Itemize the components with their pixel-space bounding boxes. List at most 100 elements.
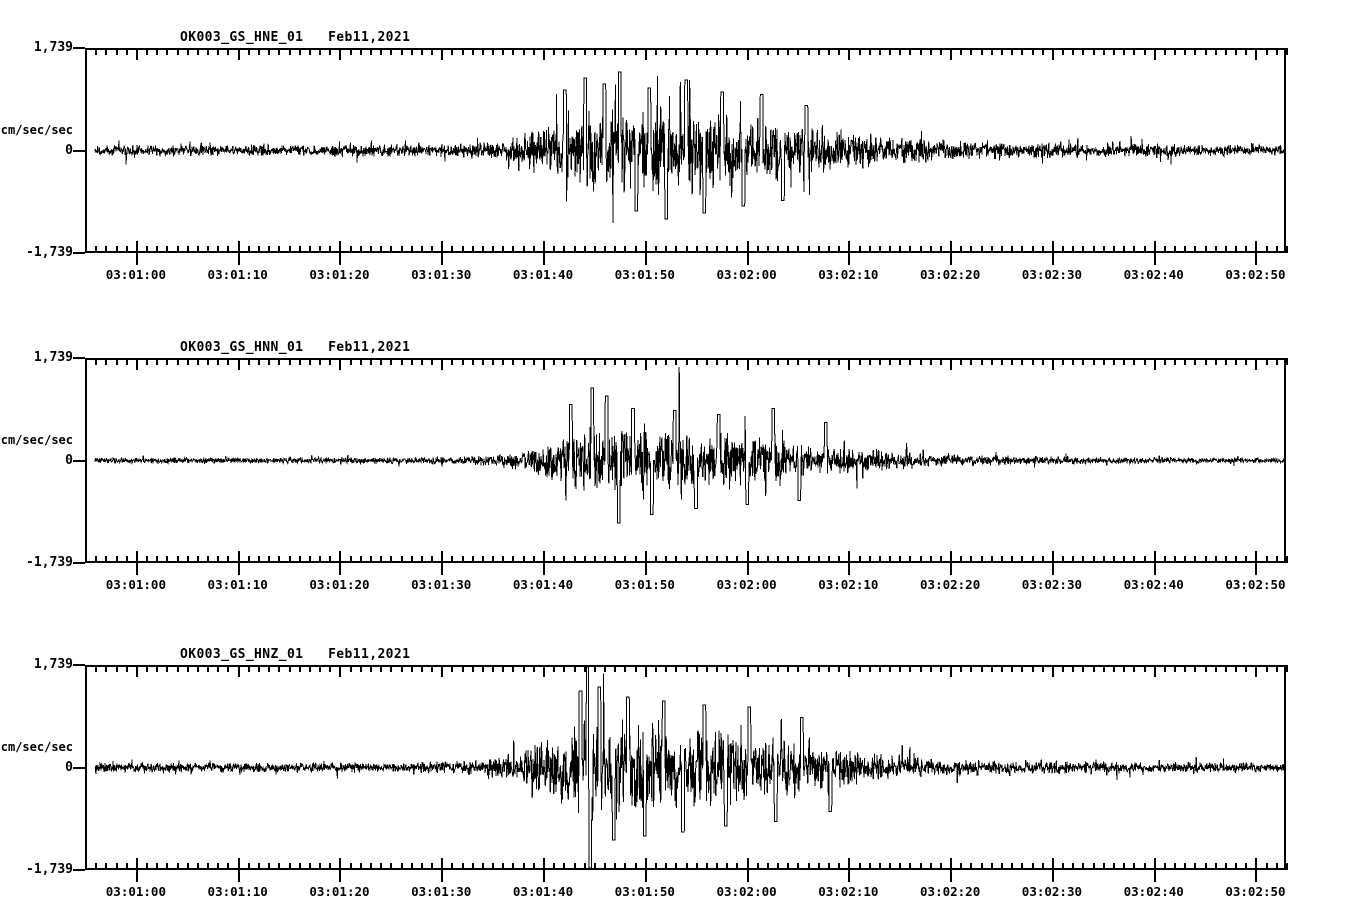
x-minor-tick-top (1092, 665, 1095, 672)
x-minor-tick-top (390, 358, 393, 365)
x-minor-tick-bottom (634, 246, 637, 253)
x-minor-tick-top (349, 665, 352, 672)
x-minor-tick-top (878, 665, 881, 672)
x-minor-tick-bottom (634, 863, 637, 870)
x-minor-tick-top (838, 48, 841, 55)
x-minor-tick-bottom (166, 863, 169, 870)
x-major-tick-top (543, 358, 545, 370)
x-minor-tick-top (319, 48, 322, 55)
x-minor-tick-top (1062, 665, 1065, 672)
x-minor-tick-bottom (716, 863, 719, 870)
x-minor-tick-top (1021, 358, 1024, 365)
x-minor-tick-bottom (929, 246, 932, 253)
x-minor-tick-bottom (1062, 246, 1065, 253)
x-major-tick-top (1153, 665, 1156, 677)
x-minor-tick-top (522, 665, 525, 672)
x-minor-tick-bottom (1041, 863, 1044, 870)
x-minor-tick-bottom (929, 863, 932, 870)
x-minor-tick-top (980, 358, 983, 365)
x-minor-tick-bottom (573, 246, 576, 253)
x-minor-tick-bottom (909, 246, 912, 253)
x-minor-tick-top (1265, 665, 1268, 672)
x-minor-tick-top (492, 665, 495, 672)
x-minor-tick-top (1102, 358, 1105, 365)
x-minor-tick-bottom (380, 556, 383, 563)
x-major-tick-bottom (644, 858, 647, 870)
x-minor-tick-top (614, 665, 617, 672)
x-major-tick-extension (237, 563, 240, 575)
x-minor-tick-top (268, 665, 271, 672)
x-minor-tick-bottom (1112, 556, 1115, 563)
x-minor-tick-bottom (838, 246, 841, 253)
x-minor-tick-bottom (1021, 246, 1024, 253)
x-minor-tick-bottom (278, 863, 281, 870)
x-minor-tick-top (176, 665, 179, 672)
x-minor-tick-top (980, 48, 983, 55)
x-major-tick-bottom (1255, 241, 1258, 253)
x-minor-tick-bottom (451, 556, 454, 563)
x-major-tick-bottom (135, 551, 138, 563)
x-minor-tick-bottom (827, 556, 830, 563)
x-minor-tick-bottom (1082, 556, 1085, 563)
x-minor-tick-bottom (176, 863, 179, 870)
x-minor-tick-bottom (85, 863, 87, 870)
x-minor-tick-top (970, 665, 973, 672)
x-major-tick-extension (644, 563, 647, 575)
panel-title-hne: OK003_GS_HNE_01 Feb11,2021 (180, 30, 411, 45)
x-minor-tick-top (654, 665, 657, 672)
x-minor-tick-bottom (288, 863, 291, 870)
x-minor-tick-bottom (817, 246, 820, 253)
x-minor-tick-top (553, 358, 556, 365)
x-minor-tick-top (431, 665, 434, 672)
y-tick-zero (73, 766, 85, 769)
x-major-tick-extension (441, 563, 444, 575)
x-minor-tick-top (471, 48, 474, 55)
x-major-tick-top (1051, 358, 1054, 370)
x-minor-tick-bottom (614, 556, 617, 563)
x-minor-tick-top (960, 358, 963, 365)
x-axis-tick-label: 03:02:40 (1123, 884, 1184, 899)
x-major-tick-bottom (339, 241, 342, 253)
x-major-tick-top (1255, 665, 1258, 677)
x-major-tick-extension (746, 870, 749, 882)
x-minor-tick-bottom (146, 556, 149, 563)
x-minor-tick-top (889, 665, 892, 672)
x-minor-tick-bottom (1245, 863, 1248, 870)
x-axis-tick-label: 03:01:50 (614, 884, 675, 899)
x-minor-tick-top (939, 48, 942, 55)
x-minor-tick-top (960, 48, 963, 55)
x-minor-tick-top (85, 48, 87, 55)
x-minor-tick-top (308, 48, 311, 55)
x-major-tick-bottom (950, 551, 953, 563)
x-major-tick-extension (1051, 253, 1054, 265)
x-minor-tick-bottom (736, 556, 739, 563)
x-minor-tick-bottom (1001, 863, 1004, 870)
x-minor-tick-bottom (868, 556, 871, 563)
x-minor-tick-top (278, 48, 281, 55)
x-minor-tick-top (624, 665, 627, 672)
x-major-tick-extension (135, 563, 138, 575)
x-major-tick-bottom (543, 551, 545, 563)
x-axis-tick-label: 03:02:50 (1225, 884, 1286, 899)
x-minor-tick-top (207, 48, 210, 55)
x-major-tick-bottom (339, 551, 342, 563)
y-axis-label-min: -1,739 (26, 862, 73, 877)
x-minor-tick-bottom (329, 863, 332, 870)
x-minor-tick-bottom (481, 556, 484, 563)
x-minor-tick-bottom (85, 556, 87, 563)
x-minor-tick-top (1184, 48, 1187, 55)
x-minor-tick-bottom (400, 863, 403, 870)
x-minor-tick-top (1072, 358, 1075, 365)
x-minor-tick-bottom (1123, 246, 1126, 253)
x-minor-tick-top (1224, 665, 1227, 672)
x-axis-tick-label: 03:01:40 (512, 267, 574, 282)
x-major-tick-top (950, 358, 953, 370)
x-minor-tick-top (451, 48, 454, 55)
x-axis-tick-label: 03:01:30 (411, 884, 472, 899)
x-minor-tick-top (1092, 358, 1095, 365)
x-minor-tick-top (919, 358, 922, 365)
x-minor-tick-bottom (1204, 556, 1207, 563)
x-major-tick-bottom (441, 241, 444, 253)
x-major-tick-bottom (1255, 858, 1258, 870)
